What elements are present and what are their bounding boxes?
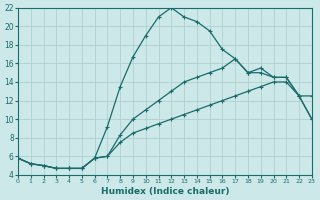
X-axis label: Humidex (Indice chaleur): Humidex (Indice chaleur) bbox=[101, 187, 229, 196]
